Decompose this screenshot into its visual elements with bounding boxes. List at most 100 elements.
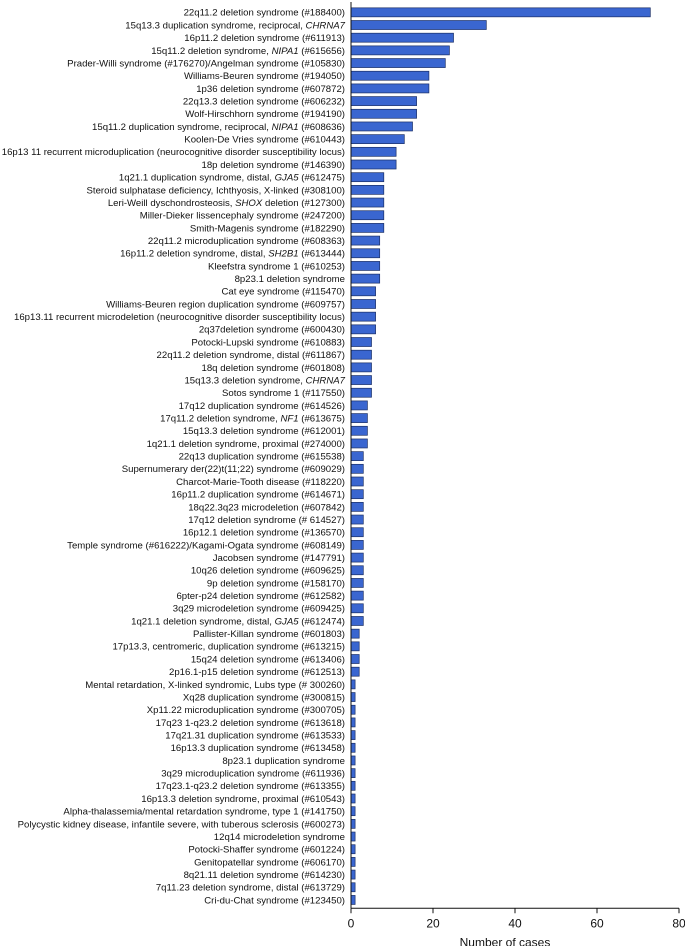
bar <box>350 540 364 550</box>
bar <box>350 463 364 474</box>
bar <box>350 58 446 68</box>
category-label: 17q23 1-q23.2 deletion syndrome (#613618… <box>156 718 345 729</box>
bar <box>350 7 651 18</box>
category-label: 1q21.1 duplication syndrome, distal, GJA… <box>119 173 345 184</box>
bar <box>350 755 356 766</box>
category-label: 15q11.2 duplication syndrome, reciprocal… <box>92 122 345 133</box>
category-label: 1q21.1 deletion syndrome, proximal (#274… <box>147 439 345 450</box>
bar <box>350 628 360 639</box>
x-tick-label: 20 <box>426 916 440 930</box>
bar <box>350 223 385 233</box>
bar <box>350 806 356 817</box>
bar <box>350 311 376 322</box>
category-label: 15q24 deletion syndrome (#613406) <box>191 654 345 665</box>
x-tick-label: 40 <box>508 916 522 930</box>
category-label: 18p deletion syndrome (#146390) <box>202 160 345 171</box>
category-label: Williams-Beuren region duplication syndr… <box>106 299 345 310</box>
category-label: Wolf-Hirschhorn syndrome (#194190) <box>185 109 345 120</box>
bar <box>350 210 385 221</box>
category-label: 17q12 duplication syndrome (#614526) <box>179 401 345 412</box>
category-label: Xq28 duplication syndrome (#300815) <box>183 692 345 703</box>
bar <box>350 185 385 195</box>
category-label: Potocki-Lupski syndrome (#610883) <box>191 337 345 348</box>
bar <box>350 286 376 297</box>
category-label: 18q deletion syndrome (#601808) <box>202 363 345 374</box>
x-axis-title: Number of cases <box>460 935 551 946</box>
category-label: 8q21.11 deletion syndrome (#614230) <box>184 870 345 881</box>
category-label: 22q13.3 deletion syndrome (#606232) <box>183 97 345 108</box>
bar <box>350 375 372 385</box>
category-label: Sotos syndrome 1 (#117550) <box>222 388 345 399</box>
bar <box>350 565 364 576</box>
bar <box>350 780 356 791</box>
bar <box>350 857 356 867</box>
category-label: 2q37deletion syndrome (#600430) <box>199 325 345 336</box>
category-label: 16p11.2 deletion syndrome (#611913) <box>184 33 345 44</box>
category-label: Cat eye syndrome (#115470) <box>221 287 345 298</box>
category-label: 15q13.3 deletion syndrome (#612001) <box>183 426 345 437</box>
bar <box>350 108 417 119</box>
x-tick-label: 80 <box>672 916 685 930</box>
bar <box>350 413 368 423</box>
bar <box>350 400 368 411</box>
category-label: Supernumerary der(22)t(11;22) syndrome (… <box>122 464 345 475</box>
bar <box>350 603 364 614</box>
category-label: 9p deletion syndrome (#158170) <box>207 578 345 589</box>
bar <box>350 32 454 43</box>
category-label: 18q22.3q23 microdeletion (#607842) <box>188 502 345 513</box>
bar <box>350 134 405 144</box>
category-label: 2p16.1-p15 deletion syndrome (#612513) <box>169 667 345 678</box>
bar <box>350 438 368 449</box>
bar <box>350 590 364 601</box>
bar <box>350 45 450 56</box>
bar <box>350 197 385 208</box>
bar <box>350 844 356 855</box>
bar <box>350 768 356 778</box>
bar <box>350 641 360 652</box>
category-label: 1p36 deletion syndrome (#607872) <box>196 84 345 95</box>
bar <box>350 895 356 905</box>
category-label: 17q21.31 duplication syndrome (#613533) <box>165 731 345 742</box>
category-label: Koolen-De Vries syndrome (#610443) <box>184 135 345 146</box>
bar <box>350 425 368 436</box>
category-label: 12q14 microdeletion syndrome <box>214 832 345 843</box>
bar <box>350 349 372 360</box>
bar <box>350 717 356 728</box>
x-tick-label: 0 <box>348 916 355 930</box>
category-label: 15q13.3 duplication syndrome, reciprocal… <box>125 20 345 31</box>
category-label: 16p13 11 recurrent microduplication (neu… <box>2 147 345 158</box>
bar <box>350 70 430 81</box>
bar <box>350 476 364 487</box>
bar <box>350 248 381 259</box>
bar <box>350 819 356 829</box>
category-label: 17q11.2 deletion syndrome, NF1 (#613675) <box>160 414 345 425</box>
bar <box>350 159 397 170</box>
bar <box>350 83 430 94</box>
category-label: Potocki-Shaffer syndrome (#601224) <box>188 845 345 856</box>
category-label: 16p13.3 duplication syndrome (#613458) <box>171 743 345 754</box>
bar <box>350 324 376 335</box>
bar <box>350 337 372 347</box>
category-label: 16p12.1 deletion syndrome (#136570) <box>183 528 345 539</box>
x-ticks-group: 0 20 40 60 80 <box>348 908 685 930</box>
bar <box>350 502 364 512</box>
category-label: 16p13.3 deletion syndrome, proximal (#61… <box>141 794 345 805</box>
bar <box>350 299 376 309</box>
category-label: 22q11.2 microduplication syndrome (#6083… <box>148 236 345 247</box>
bar <box>350 261 381 271</box>
bars-group <box>350 7 651 905</box>
bar <box>350 121 413 132</box>
bar <box>350 831 356 842</box>
bar <box>350 869 356 880</box>
category-label: 8p23.1 deletion syndrome <box>235 274 345 285</box>
category-label: 6pter-p24 deletion syndrome (#612582) <box>176 591 345 602</box>
category-label: Xp11.22 microduplication syndrome (#3007… <box>147 705 345 716</box>
category-label: 1q21.1 deletion syndrome, distal, GJA5 (… <box>131 616 345 627</box>
category-label: Alpha-thalassemia/mental retardation syn… <box>63 807 345 818</box>
category-label: 15q13.3 deletion syndrome, CHRNA7 <box>184 375 345 386</box>
bar <box>350 654 360 664</box>
bar <box>350 489 364 500</box>
bar <box>350 146 397 157</box>
bar <box>350 666 360 677</box>
